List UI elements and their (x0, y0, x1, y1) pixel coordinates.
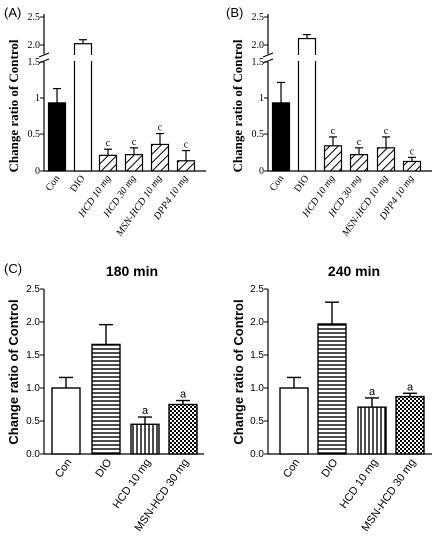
panel-c-240-ytick: 0.0 (250, 449, 264, 460)
panel-c-240: 240 min Change ratio of Control 0.0 0.5 … (231, 263, 432, 534)
panel-c-180-ytick: 1.5 (26, 350, 40, 361)
panel-c-180-title: 180 min (106, 263, 158, 279)
panel-a-yticks: 0 0.5 1 1.5 2.0 2.5 (28, 12, 41, 177)
significance-label: c (106, 138, 111, 149)
panel-b-bars: c c c c (271, 33, 422, 172)
panel-a: (A) Change ratio of Control 0 0.5 1 1.5 … (4, 5, 206, 239)
panel-c-180-ytick: 0.5 (26, 416, 40, 427)
panel-b-ytick: 2.5 (252, 12, 265, 23)
panel-b-ytick: 0.5 (252, 129, 265, 140)
significance-label: a (369, 386, 376, 398)
panel-a-ytick: 2.5 (28, 12, 41, 23)
panel-a-bars: c c c c (47, 39, 196, 172)
panel-c-180-xtick: HCD 10 mg (111, 457, 154, 511)
significance-label: c (410, 146, 415, 157)
panel-c-180-xtick: DIO (93, 456, 114, 479)
bar (124, 154, 144, 172)
significance-label: c (158, 123, 163, 134)
bar-break-gap (297, 55, 317, 61)
significance-label: c (184, 140, 189, 151)
bar (91, 343, 121, 455)
panel-c-240-xtick: DIO (319, 456, 340, 479)
panel-a-ytick: 1.5 (28, 57, 41, 68)
panel-a-ytick: 0.5 (28, 129, 41, 140)
panel-c-240-xtick: Con (281, 457, 302, 480)
bar (323, 145, 343, 172)
panel-c-240-ytick: 2.0 (250, 317, 264, 328)
panel-b-ytick: 0 (259, 166, 264, 177)
bar (51, 387, 81, 455)
significance-label: a (407, 381, 414, 393)
panel-c-180-bars: aa (51, 323, 198, 455)
panel-b-xticks: Con DIO HCD 10 mg HCD 30 mg MSN-HCD 10 m… (268, 173, 417, 239)
panel-b-ylabel: Change ratio of Control (230, 39, 245, 172)
panel-c-240-ytick: 2.5 (250, 284, 264, 295)
bar (47, 102, 67, 172)
bar (150, 143, 170, 172)
panel-c-180-yticks: 0.0 0.5 1.0 1.5 2.0 2.5 (26, 284, 40, 460)
panel-c-240-xtick: HCD 10 mg (338, 457, 381, 511)
panel-c-180-xticks: Con DIO HCD 10 mg MSN-HCD 30 mg (53, 456, 191, 533)
panel-a-ytick: 0 (35, 166, 40, 177)
panel-c-240-xticks: Con DIO HCD 10 mg MSN-HCD 30 mg (281, 456, 418, 533)
panel-a-ylabel: Change ratio of Control (6, 39, 21, 172)
panel-c-240-ylabel: Change ratio of Control (231, 299, 246, 444)
panel-c-180-ylabel: Change ratio of Control (6, 299, 21, 444)
bar (271, 102, 291, 172)
panel-b-axis-break-mark (262, 52, 274, 58)
bar-break-gap (73, 55, 93, 61)
panel-a-label: (A) (4, 5, 21, 20)
bar (176, 160, 196, 172)
significance-label: a (180, 389, 187, 401)
panel-b-xtick: DIO (292, 173, 311, 194)
panel-b-xtick: Con (268, 173, 287, 193)
panel-c-240-title: 240 min (328, 263, 380, 279)
significance-label: c (357, 137, 362, 148)
panel-a-ytick: 1 (35, 93, 40, 104)
bar (168, 403, 198, 455)
bar (349, 154, 369, 172)
panel-c-180: (C) 180 min Change ratio of Control 0.0 … (4, 261, 204, 534)
panel-c-180-ytick: 0.0 (26, 449, 40, 460)
panel-c-180-ytick: 2.0 (26, 317, 40, 328)
panel-c-180-ytick: 2.5 (26, 284, 40, 295)
panel-a-ytick: 2.0 (28, 40, 41, 51)
bar (395, 395, 425, 455)
significance-label: c (331, 126, 336, 137)
significance-label: c (384, 126, 389, 137)
panel-b-label: (B) (226, 5, 243, 20)
bar (279, 387, 309, 455)
panel-c-240-ytick: 1.0 (250, 383, 264, 394)
bar (98, 154, 118, 172)
panel-b-ytick: 1.5 (252, 57, 265, 68)
bar (402, 160, 422, 172)
panel-b-ytick: 1 (259, 93, 264, 104)
panel-c-240-ytick: 0.5 (250, 416, 264, 427)
panel-c-240-ytick: 1.5 (250, 350, 264, 361)
bar (130, 423, 160, 455)
significance-label: a (142, 405, 149, 417)
panel-c-180-xtick: Con (53, 457, 74, 480)
significance-label: c (132, 137, 137, 148)
bar (73, 43, 93, 172)
panel-a-axis-break-mark (38, 52, 50, 58)
panel-c-180-ytick: 1.0 (26, 383, 40, 394)
panel-c-240-yticks: 0.0 0.5 1.0 1.5 2.0 2.5 (250, 284, 264, 460)
panel-b-yticks: 0 0.5 1 1.5 2.0 2.5 (252, 12, 265, 177)
panel-b: (B) Change ratio of Control 0 0.5 1 1.5 … (226, 5, 432, 239)
bar (357, 406, 387, 455)
panel-a-xtick: Con (44, 173, 63, 193)
panel-b-ytick: 2.0 (252, 40, 265, 51)
panel-c-label: (C) (4, 261, 22, 276)
bar (376, 147, 396, 172)
bar (317, 323, 347, 455)
panel-a-xtick: DIO (68, 173, 87, 194)
panel-a-xticks: Con DIO HCD 10 mg HCD 30 mg MSN-HCD 10 m… (44, 173, 191, 239)
